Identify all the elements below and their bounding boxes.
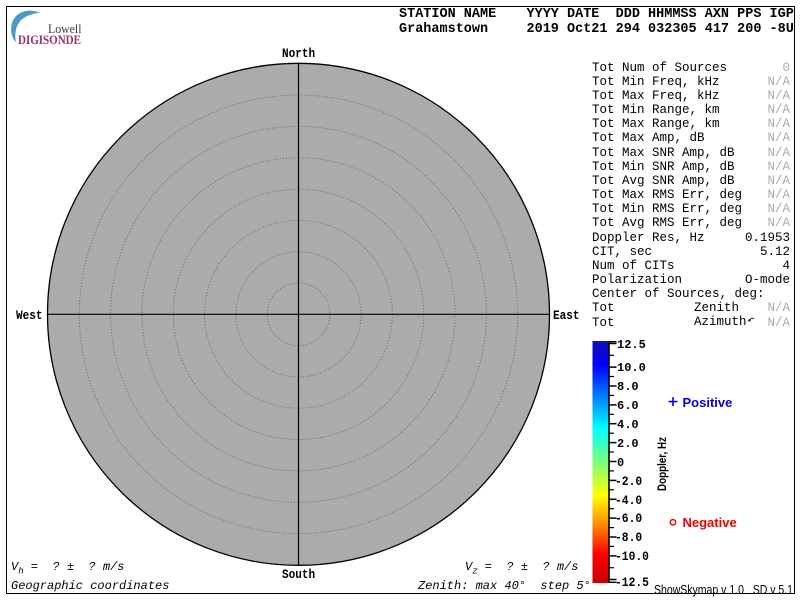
svg-text:Doppler, Hz: Doppler, Hz	[655, 437, 669, 491]
svg-text:ShowSkymap v 1.0 SD v 5.1: ShowSkymap v 1.0 SD v 5.1	[654, 583, 793, 597]
